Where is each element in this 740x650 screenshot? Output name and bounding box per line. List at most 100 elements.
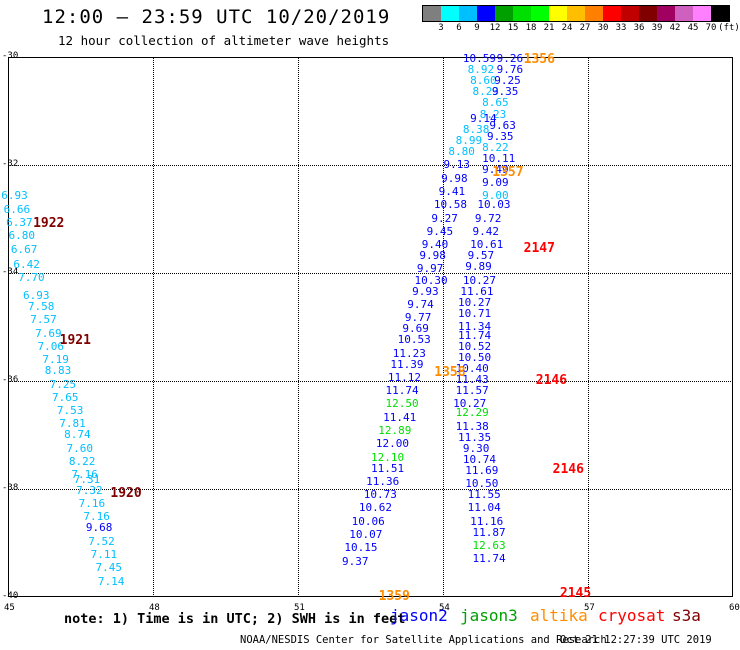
colorbar-swatch (549, 6, 567, 21)
wave-height-value: 7.31 (73, 472, 101, 486)
wave-height-value: 12.00 (375, 437, 409, 451)
wave-height-value: 10.50 (458, 350, 492, 364)
longitude-gridline (153, 57, 154, 597)
orbit-revolution-label: 2147 (523, 240, 555, 256)
wave-height-value: 9.30 (462, 441, 490, 455)
wave-height-value: 7.65 (52, 390, 79, 404)
legend-item-cryosat: cryosat (598, 606, 666, 625)
wave-height-value: 8.92 (467, 63, 495, 77)
credit-text: NOAA/NESDIS Center for Satellite Applica… (240, 634, 607, 646)
latitude-tick-label: -36 (2, 375, 19, 385)
colorbar-swatch (657, 6, 675, 21)
wave-height-value: 7.45 (95, 561, 123, 575)
wave-height-value: 9.26 (496, 52, 524, 66)
page-subtitle: 12 hour collection of altimeter wave hei… (58, 33, 390, 48)
colorbar-swatch (711, 6, 729, 21)
longitude-gridline (298, 57, 299, 597)
latitude-gridline (8, 273, 733, 274)
colorbar-swatch (585, 6, 603, 21)
orbit-revolution-label: 2146 (535, 373, 568, 388)
wave-height-value: 9.41 (438, 185, 466, 198)
colorbar-label: 6 (456, 23, 462, 33)
wave-height-value: 11.74 (458, 328, 492, 342)
wave-height-value: 7.57 (30, 313, 57, 327)
wave-height-value: 10.27 (462, 273, 496, 287)
wave-height-value: 10.71 (458, 306, 492, 320)
wave-height-value: 11.55 (467, 488, 501, 502)
wave-height-value: 11.74 (472, 552, 506, 566)
wave-height-value: 8.23 (472, 85, 500, 99)
wave-height-value: 6.80 (8, 229, 36, 243)
wave-height-value: 11.87 (472, 525, 506, 539)
wave-height-value: 6.93 (23, 289, 50, 303)
orbit-revolution-label: 1357 (492, 165, 524, 181)
longitude-tick-label: 57 (584, 603, 595, 613)
wave-height-value: 11.36 (366, 474, 400, 488)
wave-height-value: 12.63 (472, 539, 506, 553)
wave-height-value: 8.22 (68, 455, 96, 468)
wave-height-value: 10.62 (358, 501, 393, 515)
wave-height-value: 10.40 (455, 362, 489, 376)
legend-item-jason3: jason3 (460, 606, 518, 625)
latitude-gridline (8, 381, 733, 382)
wave-height-value: 11.61 (460, 284, 494, 298)
wave-height-value: 7.16 (71, 468, 98, 482)
wave-height-value: 12.10 (371, 450, 405, 464)
wave-height-value: 9.35 (487, 129, 514, 143)
wave-height-value: 7.53 (56, 404, 84, 418)
wave-height-value: 11.34 (458, 320, 492, 333)
colorbar-label: 3 (438, 23, 444, 33)
wave-height-value: 11.38 (455, 419, 489, 433)
wave-height-value: 11.16 (470, 514, 504, 528)
wave-height-value: 8.99 (455, 134, 483, 148)
latitude-tick-label: -38 (2, 483, 19, 493)
wave-height-value: 9.77 (404, 311, 432, 325)
wave-height-value: 12.29 (455, 406, 489, 420)
wave-height-value: 9.76 (496, 63, 524, 77)
orbit-revolution-label: 1921 (59, 332, 91, 348)
wave-height-value: 9.63 (489, 118, 516, 132)
wave-height-value: 9.93 (412, 284, 439, 298)
footer-note: note: 1) Time is in UTC; 2) SWH is in fe… (64, 611, 406, 627)
wave-height-value: 11.43 (455, 373, 489, 387)
wave-height-value: 11.74 (385, 384, 419, 398)
wave-height-value: 11.12 (387, 370, 422, 384)
colorbar-swatch (495, 6, 513, 21)
colorbar-label: 18 (525, 23, 537, 33)
wave-height-value: 10.50 (465, 477, 499, 491)
wave-height-value: 9.35 (491, 85, 519, 99)
colorbar-swatch (531, 6, 549, 21)
wave-height-value: 9.72 (474, 211, 502, 225)
wave-height-value: 9.09 (482, 176, 509, 190)
orbit-revolution-label: 1356 (523, 51, 555, 67)
longitude-tick-label: 60 (729, 603, 740, 613)
wave-height-value: 11.57 (455, 384, 489, 398)
wave-height-value: 10.07 (349, 528, 383, 542)
colorbar-swatch (567, 6, 585, 21)
colorbar-swatch (693, 6, 711, 21)
wave-height-value: 7.69 (35, 326, 62, 340)
wave-height-value: 7.16 (83, 510, 110, 524)
wave-height-value: 10.30 (414, 273, 448, 287)
wave-height-value: 10.74 (462, 452, 496, 466)
longitude-tick-label: 45 (4, 603, 15, 613)
wave-height-value: 6.66 (3, 202, 31, 216)
wave-height-value: 8.74 (64, 428, 91, 442)
legend-item-altika: altika (530, 606, 588, 625)
longitude-gridline (588, 57, 589, 597)
colorbar-label: 45 (687, 23, 699, 33)
wave-height-value: 7.25 (49, 377, 77, 391)
wave-height-value: 8.23 (479, 107, 507, 121)
wave-height-value: 11.69 (465, 463, 499, 477)
legend-item-jason2: jason2 (390, 606, 448, 625)
wave-height-value: 12.89 (378, 424, 412, 438)
colorbar-label: 15 (507, 23, 519, 33)
wave-height-value: 11.51 (371, 461, 405, 475)
wave-height-value: 12.50 (385, 397, 419, 411)
wave-height-value: 7.16 (78, 497, 106, 511)
wave-height-value: 6.42 (13, 258, 40, 272)
wave-height-value: 10.15 (344, 541, 378, 555)
wave-height-value: 10.61 (470, 238, 504, 252)
wave-height-value: 11.35 (458, 430, 492, 444)
wave-height-value: 8.38 (462, 123, 490, 137)
